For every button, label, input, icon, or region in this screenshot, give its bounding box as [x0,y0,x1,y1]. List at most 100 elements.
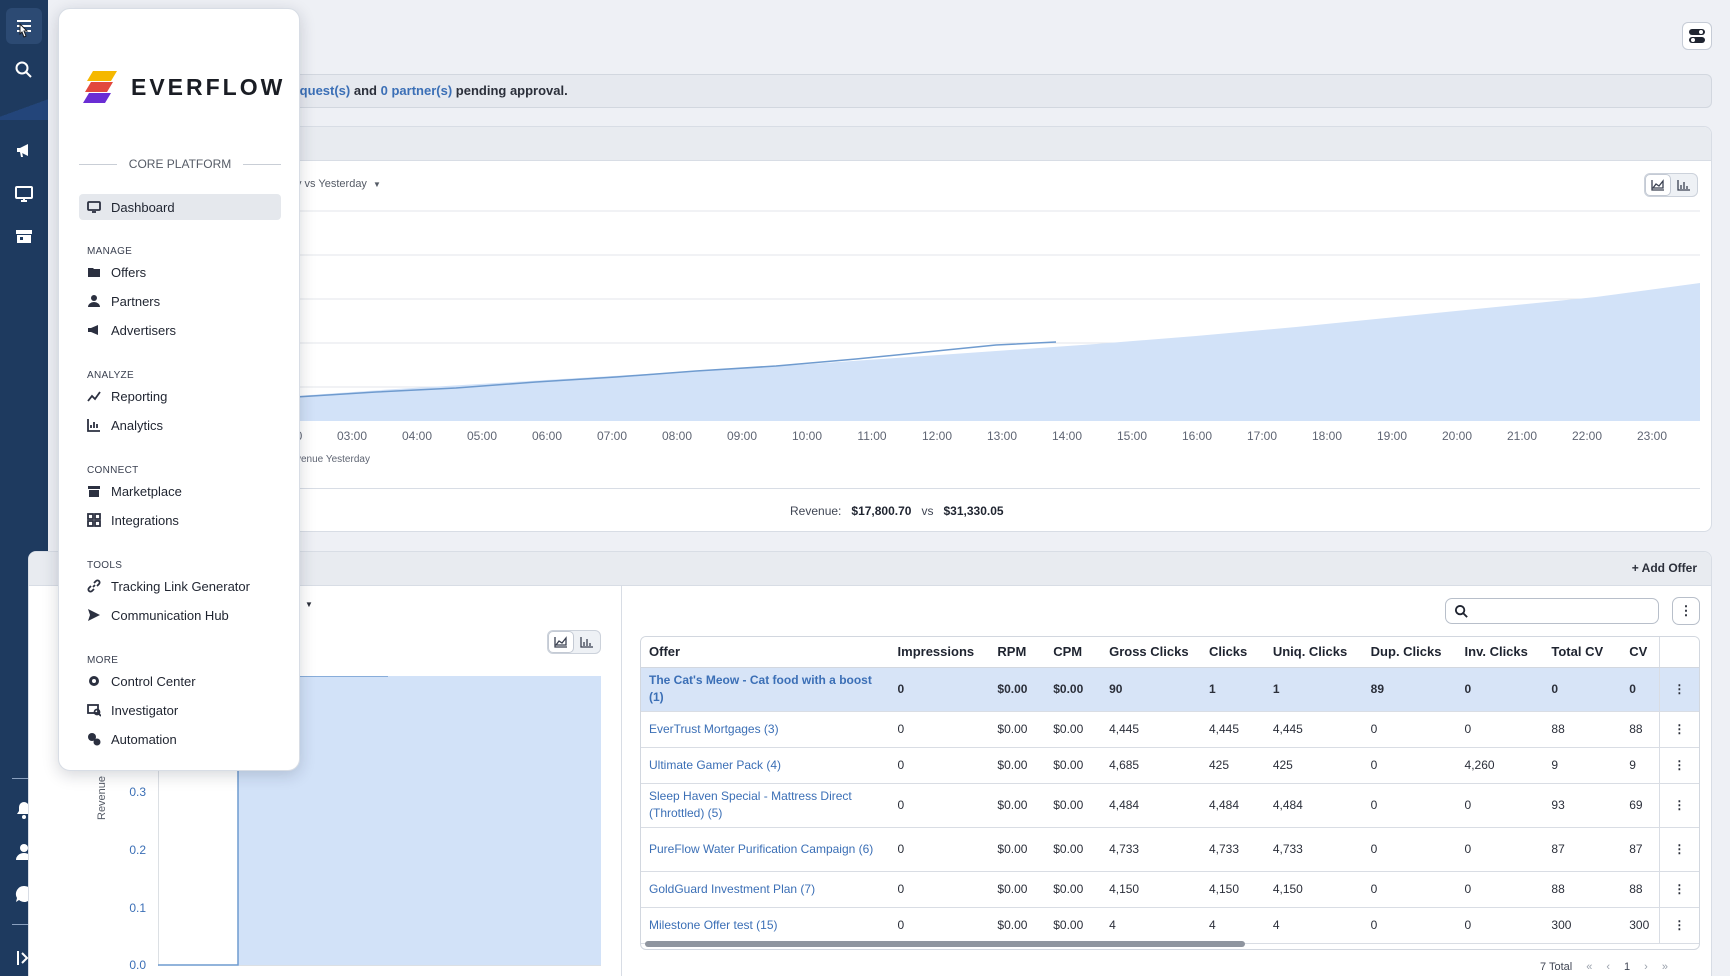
offer-link[interactable]: EverTrust Mortgages (3) [641,711,890,748]
panel-divider [621,586,622,976]
bar-chart-icon[interactable] [1671,174,1697,196]
cell-cpm: $0.00 [1045,747,1102,784]
offer-link[interactable]: Sleep Haven Special - Mattress Direct (T… [641,783,890,828]
prev-page-icon[interactable]: ‹ [1606,961,1611,973]
menu-item-marketplace[interactable]: Marketplace [79,478,281,504]
horizontal-scrollbar[interactable] [645,941,1245,947]
row-actions-kebab-icon[interactable]: ⋮ [1658,827,1699,872]
offers-table: Offer Impressions RPM CPM Gross Clicks C… [641,637,1699,944]
table-row[interactable]: EverTrust Mortgages (3) 0 $0.00 $0.00 4,… [641,711,1699,748]
cell-rpm: $0.00 [989,783,1046,828]
offer-link[interactable]: The Cat's Meow - Cat food with a boost (… [641,667,890,712]
cell-inv-clicks: 0 [1456,711,1544,748]
first-page-icon[interactable]: « [1586,961,1593,973]
column-header-gross-clicks[interactable]: Gross Clicks [1101,637,1201,668]
x-tick: 21:00 [1506,429,1538,443]
offer-link[interactable]: Milestone Offer test (15) [641,907,890,944]
menu-item-integrations[interactable]: Integrations [79,507,281,533]
monitor-icon [87,201,101,213]
section-connect: CONNECT [87,465,139,476]
cell-uniq-clicks: 1 [1264,667,1363,712]
column-header-actions [1658,637,1699,668]
column-header-rpm[interactable]: RPM [989,637,1046,668]
megaphone-icon[interactable] [6,132,42,168]
table-row[interactable]: Sleep Haven Special - Mattress Direct (T… [641,783,1699,828]
platform-label-text: CORE PLATFORM [128,157,232,171]
x-tick: 16:00 [1181,429,1213,443]
table-options-button[interactable]: ⋮ [1672,597,1700,625]
y-tick: 0.2 [129,843,146,857]
hamburger-menu-icon[interactable] [6,8,42,44]
row-actions-kebab-icon[interactable]: ⋮ [1658,747,1699,784]
revenue-today-value: $17,800.70 [851,504,912,518]
table-row[interactable]: Milestone Offer test (15) 0 $0.00 $0.00 … [641,907,1699,944]
column-header-cpm[interactable]: CPM [1045,637,1102,668]
table-row[interactable]: PureFlow Water Purification Campaign (6)… [641,827,1699,872]
offer-link[interactable]: Ultimate Gamer Pack (4) [641,747,890,784]
column-header-uniq-clicks[interactable]: Uniq. Clicks [1264,637,1363,668]
column-header-clicks[interactable]: Clicks [1200,637,1265,668]
offer-link[interactable]: PureFlow Water Purification Campaign (6) [641,827,890,872]
add-offer-button[interactable]: + Add Offer [1631,561,1697,575]
layout-toggle-button[interactable] [1682,22,1712,50]
bar-chart-icon[interactable] [574,631,600,653]
x-tick: 08:00 [661,429,693,443]
offer-link[interactable]: GoldGuard Investment Plan (7) [641,871,890,908]
area-chart-icon[interactable] [548,631,574,653]
row-actions-kebab-icon[interactable]: ⋮ [1658,667,1699,712]
store-icon[interactable] [6,218,42,254]
menu-item-offers[interactable]: Offers [79,259,281,285]
cell-clicks: 4,445 [1200,711,1265,748]
table-row[interactable]: GoldGuard Investment Plan (7) 0 $0.00 $0… [641,871,1699,908]
banner-and-text: and [353,83,377,98]
column-header-impressions[interactable]: Impressions [889,637,990,668]
column-header-dup-clicks[interactable]: Dup. Clicks [1362,637,1457,668]
monitor-icon[interactable] [6,176,42,212]
row-actions-kebab-icon[interactable]: ⋮ [1658,711,1699,748]
pending-partners-link[interactable]: 0 partner(s) [380,83,453,98]
section-tools: TOOLS [87,560,123,571]
menu-item-analytics[interactable]: Analytics [79,412,281,438]
search-icon[interactable] [6,52,42,88]
bell-icon[interactable] [6,792,42,828]
range-selector[interactable]: y vs Yesterday ▼ [296,178,381,190]
row-actions-kebab-icon[interactable]: ⋮ [1658,783,1699,828]
cell-gross-clicks: 90 [1101,667,1201,712]
last-page-icon[interactable]: » [1661,961,1668,973]
current-page[interactable]: 1 [1624,961,1631,973]
row-actions-kebab-icon[interactable]: ⋮ [1658,871,1699,908]
offer-revenue-area [238,676,601,965]
menu-item-communication-hub[interactable]: Communication Hub [79,602,281,628]
column-header-cv[interactable]: CV [1621,637,1660,668]
offer-chart-dropdown-caret-icon[interactable]: ▼ [305,600,313,609]
banner-tail-text: pending approval. [455,83,568,98]
x-tick: 15:00 [1116,429,1148,443]
menu-item-control-center[interactable]: Control Center [79,668,281,694]
column-header-total-cv[interactable]: Total CV [1543,637,1622,668]
menu-item-label: Analytics [111,417,164,433]
menu-item-investigator[interactable]: Investigator [79,697,281,723]
expand-sidebar-icon[interactable] [6,940,42,976]
menu-item-partners[interactable]: Partners [79,288,281,314]
offer-search-input[interactable] [1475,604,1645,618]
table-row[interactable]: The Cat's Meow - Cat food with a boost (… [641,667,1699,712]
cell-cpm: $0.00 [1045,711,1102,748]
menu-item-dashboard[interactable]: Dashboard [79,194,281,220]
row-actions-kebab-icon[interactable]: ⋮ [1658,907,1699,944]
area-chart-icon[interactable] [1645,174,1671,196]
menu-item-tracking-link-generator[interactable]: Tracking Link Generator [79,573,281,599]
cell-inv-clicks: 0 [1456,667,1544,712]
cell-dup-clicks: 89 [1362,667,1457,712]
column-header-inv-clicks[interactable]: Inv. Clicks [1456,637,1544,668]
everflow-logo[interactable]: EVERFLOW [83,69,285,105]
next-page-icon[interactable]: › [1644,961,1648,973]
column-header-offer[interactable]: Offer [641,637,890,668]
cell-inv-clicks: 4,260 [1456,747,1544,784]
menu-item-automation[interactable]: Automation [79,726,281,752]
cell-impressions: 0 [889,667,990,712]
cell-uniq-clicks: 4,484 [1264,783,1363,828]
table-row[interactable]: Ultimate Gamer Pack (4) 0 $0.00 $0.00 4,… [641,747,1699,784]
cell-impressions: 0 [889,827,990,872]
menu-item-reporting[interactable]: Reporting [79,383,281,409]
menu-item-advertisers[interactable]: Advertisers [79,317,281,343]
